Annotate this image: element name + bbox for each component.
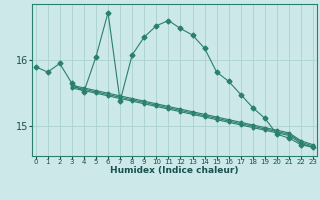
- X-axis label: Humidex (Indice chaleur): Humidex (Indice chaleur): [110, 166, 239, 175]
